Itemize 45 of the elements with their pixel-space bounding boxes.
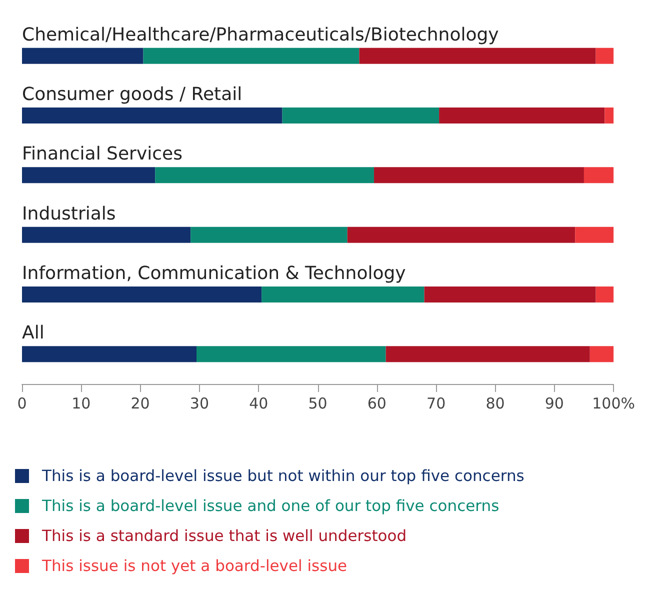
bar	[584, 167, 614, 184]
bar	[596, 48, 614, 64]
bar	[22, 286, 262, 302]
bar	[22, 226, 191, 243]
legend-label: This is a standard issue that is well understood	[41, 527, 407, 545]
bar	[604, 108, 614, 124]
bar	[282, 108, 440, 124]
bar	[262, 286, 424, 302]
bar	[22, 48, 144, 64]
bar	[439, 108, 605, 124]
x-tick-label: 10	[72, 394, 91, 412]
y-tick-label: Financial Services	[22, 144, 182, 165]
x-tick-label: 90	[544, 394, 564, 412]
x-tick-label: 60	[367, 394, 386, 412]
x-tick-label: 80	[486, 394, 505, 412]
bar	[190, 226, 348, 243]
x-tick-label: 100%	[592, 394, 636, 412]
x-tick-label: 40	[249, 394, 268, 412]
x-tick-label: 20	[130, 394, 150, 412]
bar	[155, 167, 374, 184]
y-tick-label: Information, Communication & Technology	[22, 263, 406, 284]
legend-label: This issue is not yet a board-level issue	[41, 557, 348, 575]
x-tick-label: 50	[308, 394, 328, 412]
y-tick-label: All	[22, 322, 44, 344]
bar	[22, 167, 156, 184]
legend-label: This is a board-level issue but not within our top five concerns	[41, 467, 524, 485]
bar	[196, 346, 386, 362]
bar	[374, 167, 584, 184]
bar	[359, 48, 596, 64]
bar	[424, 286, 596, 302]
x-tick-label: 70	[426, 394, 446, 412]
y-tick-label: Consumer goods / Retail	[22, 84, 242, 105]
bar	[575, 226, 614, 243]
y-tick-label: Industrials	[22, 203, 116, 224]
bar	[386, 346, 590, 362]
bar	[22, 346, 197, 362]
y-tick-label: Chemical/Healthcare/Pharmaceuticals/Biotechnology	[22, 24, 500, 46]
bar	[596, 286, 614, 302]
legend-label: This is a board-level issue and one of our top five concerns	[41, 497, 500, 515]
x-tick-label: 0	[17, 394, 27, 412]
bar	[347, 226, 576, 243]
bar	[22, 108, 282, 124]
bar	[143, 48, 360, 64]
x-tick-label: 30	[190, 394, 210, 412]
bar	[590, 346, 614, 362]
